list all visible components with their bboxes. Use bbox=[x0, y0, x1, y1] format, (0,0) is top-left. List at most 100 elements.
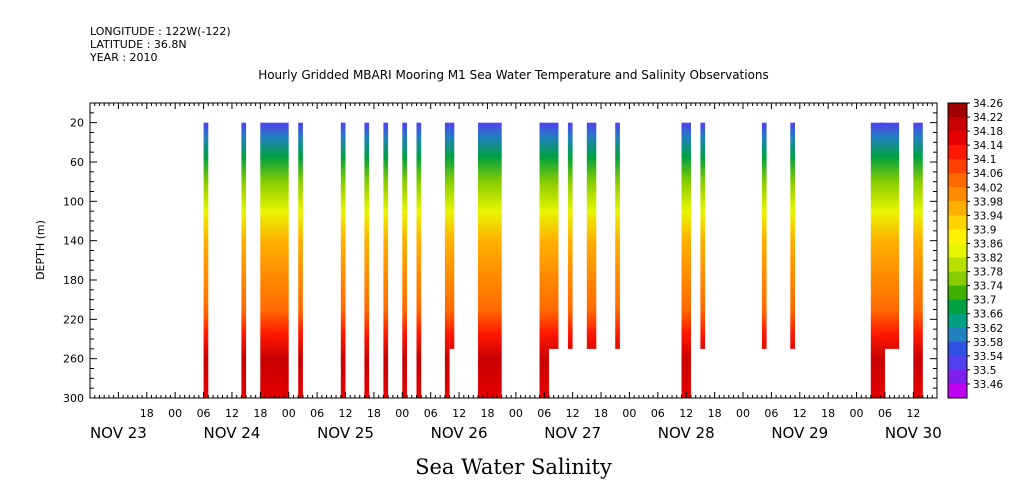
x-tick-label: 18 bbox=[253, 407, 267, 420]
colorbar-label: 34.26 bbox=[973, 98, 1003, 110]
colorbar-swatch bbox=[948, 243, 967, 258]
colorbar-label: 33.86 bbox=[973, 238, 1003, 250]
y-tick-label: 260 bbox=[63, 353, 84, 366]
x-tick-label: 06 bbox=[197, 407, 211, 420]
data-column bbox=[416, 122, 422, 398]
x-tick-label: 00 bbox=[282, 407, 296, 420]
colorbar-swatch bbox=[948, 384, 967, 399]
x-tick-label: 18 bbox=[480, 407, 494, 420]
data-column bbox=[402, 122, 407, 398]
x-tick-label: 18 bbox=[367, 407, 381, 420]
colorbar-swatch bbox=[948, 257, 967, 272]
data-column bbox=[383, 122, 389, 398]
x-date-label: NOV 27 bbox=[544, 424, 601, 442]
y-tick-label: 60 bbox=[70, 156, 84, 169]
data-column bbox=[681, 122, 691, 398]
x-date-label: NOV 23 bbox=[90, 424, 147, 442]
data-column bbox=[615, 122, 620, 349]
x-tick-label: 06 bbox=[878, 407, 892, 420]
x-tick-label: 06 bbox=[424, 407, 438, 420]
colorbar-swatch bbox=[948, 187, 967, 202]
data-column bbox=[567, 122, 573, 349]
data-column bbox=[449, 122, 455, 349]
y-axis-label: DEPTH (m) bbox=[34, 220, 47, 280]
colorbar-swatch bbox=[948, 145, 967, 160]
colorbar-label: 33.78 bbox=[973, 267, 1003, 279]
data-column bbox=[203, 122, 209, 398]
x-tick-label: 06 bbox=[537, 407, 551, 420]
colorbar-swatch bbox=[948, 285, 967, 301]
data-column bbox=[241, 122, 247, 398]
x-tick-label: 06 bbox=[310, 407, 324, 420]
y-tick-label: 300 bbox=[63, 392, 84, 405]
colorbar-swatch bbox=[948, 229, 967, 244]
colorbar-label: 33.54 bbox=[973, 351, 1003, 363]
colorbar-swatch bbox=[948, 159, 967, 174]
x-tick-label: 18 bbox=[140, 407, 154, 420]
x-tick-label: 00 bbox=[622, 407, 636, 420]
colorbar-label: 33.5 bbox=[973, 365, 996, 377]
colorbar-label: 34.18 bbox=[973, 126, 1003, 138]
x-tick-label: 00 bbox=[168, 407, 182, 420]
data-column bbox=[340, 122, 346, 398]
data-column bbox=[790, 122, 795, 349]
data-column bbox=[478, 122, 502, 398]
data-column bbox=[364, 122, 370, 398]
data-column bbox=[586, 122, 597, 349]
colorbar-swatch bbox=[948, 355, 967, 371]
chart-title: Hourly Gridded MBARI Mooring M1 Sea Wate… bbox=[258, 68, 769, 82]
x-date-label: NOV 29 bbox=[771, 424, 828, 442]
colorbar-label: 33.46 bbox=[973, 379, 1003, 391]
data-column bbox=[700, 122, 706, 349]
colorbar-swatch bbox=[948, 215, 967, 230]
colorbar-label: 34.1 bbox=[973, 154, 996, 166]
x-tick-label: 18 bbox=[821, 407, 835, 420]
x-tick-label: 12 bbox=[452, 407, 466, 420]
data-column bbox=[761, 122, 767, 349]
colorbar-label: 33.82 bbox=[973, 253, 1003, 265]
data-column bbox=[913, 122, 923, 398]
y-tick-label: 220 bbox=[63, 313, 84, 326]
colorbar-swatch bbox=[948, 271, 967, 287]
colorbar-swatch bbox=[948, 313, 967, 329]
x-tick-label: 12 bbox=[906, 407, 920, 420]
x-tick-label: 00 bbox=[509, 407, 523, 420]
x-tick-label: 06 bbox=[651, 407, 665, 420]
variable-label: Sea Water Salinity bbox=[415, 455, 612, 479]
x-date-label: NOV 24 bbox=[204, 424, 261, 442]
colorbar-frame bbox=[947, 102, 968, 399]
colorbar-swatch bbox=[948, 341, 967, 357]
x-date-label: NOV 25 bbox=[317, 424, 374, 442]
data-column bbox=[880, 122, 900, 349]
x-tick-label: 00 bbox=[850, 407, 864, 420]
y-tick-label: 100 bbox=[63, 195, 84, 208]
x-tick-label: 12 bbox=[339, 407, 353, 420]
colorbar-label: 34.06 bbox=[973, 168, 1003, 180]
colorbar-label: 33.98 bbox=[973, 196, 1003, 208]
colorbar-label: 33.7 bbox=[973, 295, 996, 307]
latitude-label: LATITUDE : 36.8N bbox=[90, 38, 187, 51]
data-column bbox=[549, 122, 559, 349]
x-date-label: NOV 28 bbox=[658, 424, 715, 442]
colorbar-label: 33.94 bbox=[973, 210, 1003, 222]
y-tick-label: 20 bbox=[70, 117, 84, 130]
colorbar-swatch bbox=[948, 201, 967, 216]
data-column bbox=[444, 122, 450, 398]
x-tick-label: 12 bbox=[679, 407, 693, 420]
longitude-label: LONGITUDE : 122W(-122) bbox=[90, 25, 231, 38]
colorbar-swatch bbox=[948, 131, 967, 146]
colorbar-swatch bbox=[948, 369, 967, 385]
colorbar-swatch bbox=[948, 299, 967, 315]
x-tick-label: 06 bbox=[764, 407, 778, 420]
colorbar-label: 34.14 bbox=[973, 140, 1003, 152]
y-tick-label: 180 bbox=[63, 274, 84, 287]
colorbar-swatch bbox=[948, 117, 967, 132]
colorbar-label: 34.22 bbox=[973, 112, 1003, 124]
colorbar-label: 33.74 bbox=[973, 281, 1003, 293]
x-tick-label: 18 bbox=[594, 407, 608, 420]
x-tick-label: 12 bbox=[225, 407, 239, 420]
x-date-label: NOV 30 bbox=[885, 424, 942, 442]
colorbar-label: 33.9 bbox=[973, 224, 996, 236]
colorbar-swatch bbox=[948, 103, 967, 118]
